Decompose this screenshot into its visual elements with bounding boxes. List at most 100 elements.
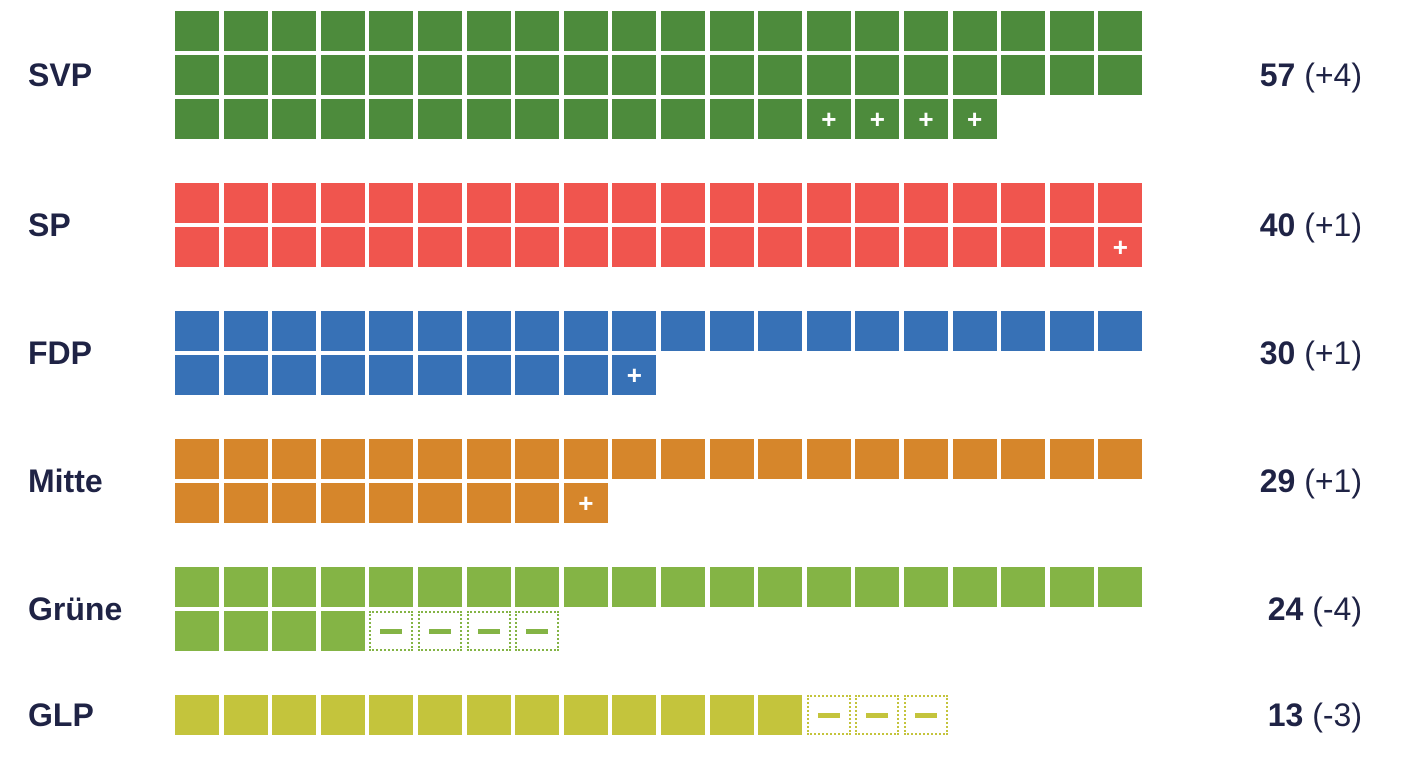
held-seat — [418, 311, 462, 351]
lost-seat — [515, 611, 560, 651]
held-seat — [466, 355, 511, 395]
held-seat — [175, 611, 219, 651]
held-seat — [1001, 311, 1046, 351]
held-seat — [758, 567, 803, 607]
held-seat — [369, 483, 414, 523]
minus-icon — [817, 712, 840, 718]
held-seat — [758, 99, 803, 139]
held-seat — [466, 439, 511, 479]
held-seat — [320, 227, 365, 267]
held-seat — [272, 483, 317, 523]
held-seat — [369, 11, 414, 51]
held-seat — [369, 567, 414, 607]
held-seat — [175, 55, 219, 95]
held-seat — [418, 227, 462, 267]
held-seat — [175, 11, 219, 51]
held-seat — [320, 311, 365, 351]
held-seat — [563, 99, 608, 139]
held-seat — [904, 11, 948, 51]
seat-change: (+1) — [1304, 335, 1362, 371]
held-seat — [806, 11, 851, 51]
held-seat — [223, 227, 268, 267]
held-seat — [272, 183, 317, 223]
held-seat — [1001, 439, 1046, 479]
held-seat — [175, 483, 219, 523]
held-seat — [272, 567, 317, 607]
minus-icon — [526, 628, 549, 634]
held-seat — [418, 99, 462, 139]
held-seat — [223, 311, 268, 351]
plus-icon: + — [1112, 231, 1128, 262]
plus-icon: + — [869, 103, 885, 134]
held-seat — [175, 227, 219, 267]
held-seat — [515, 183, 560, 223]
held-seat — [320, 611, 365, 651]
held-seat — [612, 567, 657, 607]
seat-result-3: 29 (+1) — [1260, 461, 1362, 501]
held-seat — [563, 227, 608, 267]
held-seat — [709, 11, 754, 51]
gained-seat: + — [1098, 227, 1143, 267]
held-seat — [175, 311, 219, 351]
held-seat — [515, 311, 560, 351]
held-seat — [1098, 439, 1143, 479]
held-seat — [515, 99, 560, 139]
held-seat — [1049, 227, 1094, 267]
held-seat — [904, 227, 948, 267]
held-seat — [1049, 11, 1094, 51]
held-seat — [320, 11, 365, 51]
held-seat — [952, 55, 997, 95]
seat-result-0: 57 (+4) — [1260, 55, 1362, 95]
held-seat — [661, 55, 705, 95]
lost-seat — [904, 695, 948, 735]
held-seat — [223, 483, 268, 523]
held-seat — [612, 55, 657, 95]
gained-seat: + — [855, 99, 900, 139]
held-seat — [466, 311, 511, 351]
held-seat — [709, 695, 754, 735]
held-seat — [806, 439, 851, 479]
lost-seat — [466, 611, 511, 651]
held-seat — [1049, 311, 1094, 351]
held-seat — [563, 567, 608, 607]
seat-change: (+1) — [1304, 207, 1362, 243]
held-seat — [612, 439, 657, 479]
held-seat — [952, 227, 997, 267]
held-seat — [661, 227, 705, 267]
held-seat — [1098, 567, 1143, 607]
held-seat — [904, 567, 948, 607]
held-seat — [418, 11, 462, 51]
held-seat — [369, 183, 414, 223]
held-seat — [515, 227, 560, 267]
held-seat — [612, 227, 657, 267]
held-seat — [855, 183, 900, 223]
held-seat — [320, 183, 365, 223]
seat-change: (-4) — [1312, 591, 1362, 627]
party-label-0: SVP — [28, 57, 93, 93]
held-seat — [515, 11, 560, 51]
held-seat — [223, 55, 268, 95]
held-seat — [272, 355, 317, 395]
held-seat — [612, 311, 657, 351]
seat-count: 24 — [1267, 591, 1304, 627]
plus-icon: + — [967, 103, 983, 134]
held-seat — [661, 99, 705, 139]
minus-icon — [429, 628, 451, 634]
held-seat — [758, 439, 803, 479]
party-label-5: GLP — [28, 697, 94, 733]
held-seat — [223, 611, 268, 651]
held-seat — [563, 11, 608, 51]
held-seat — [515, 483, 560, 523]
held-seat — [563, 695, 608, 735]
seat-count: 57 — [1259, 57, 1296, 93]
held-seat — [904, 439, 948, 479]
held-seat — [855, 11, 900, 51]
held-seat — [272, 311, 317, 351]
held-seat — [272, 611, 317, 651]
minus-icon — [866, 712, 889, 718]
held-seat — [1098, 183, 1143, 223]
held-seat — [369, 439, 414, 479]
held-seat — [612, 99, 657, 139]
held-seat — [175, 567, 219, 607]
held-seat — [612, 183, 657, 223]
